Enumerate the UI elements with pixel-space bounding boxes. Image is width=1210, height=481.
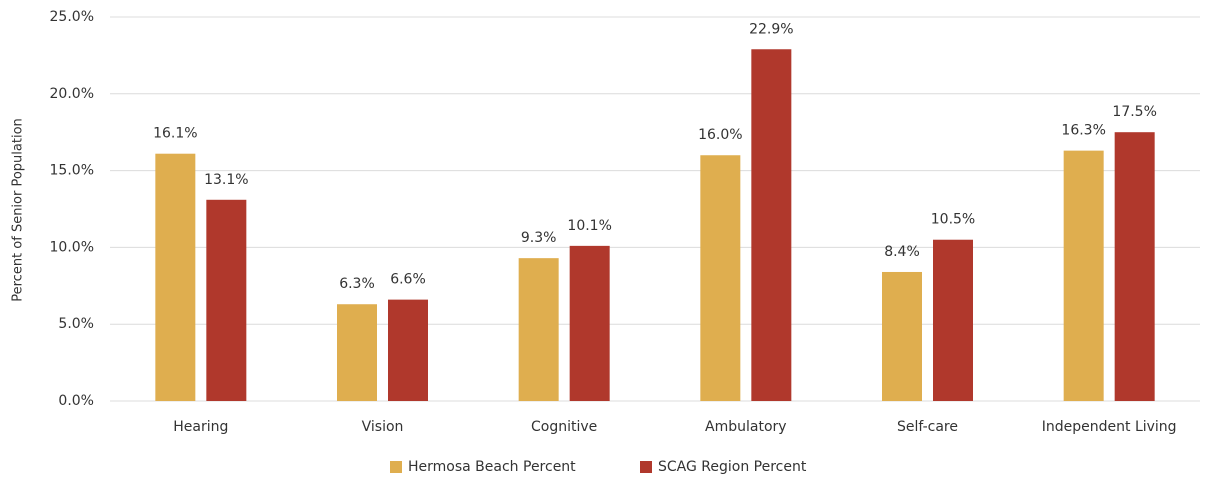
x-tick-label: Vision: [362, 419, 404, 435]
bar: [933, 239, 973, 401]
bar: [751, 49, 792, 401]
y-tick-label: 5.0%: [58, 316, 94, 332]
data-label: 17.5%: [1112, 104, 1156, 120]
legend-label: Hermosa Beach Percent: [408, 459, 576, 475]
bar: [700, 155, 741, 401]
bar: [518, 258, 559, 401]
data-label: 16.1%: [153, 126, 197, 142]
y-axis-label: Percent of Senior Population: [11, 118, 26, 302]
x-tick-label: Hearing: [173, 419, 228, 435]
bar: [155, 153, 196, 401]
bar: [569, 245, 610, 401]
bar: [882, 271, 922, 401]
legend-label: SCAG Region Percent: [658, 459, 807, 475]
legend-swatch: [640, 461, 652, 473]
bar: [337, 304, 377, 401]
bar: [206, 199, 247, 401]
data-label: 9.3%: [521, 230, 557, 246]
y-tick-label: 15.0%: [50, 163, 94, 179]
bar: [1063, 150, 1104, 401]
data-label: 10.1%: [567, 218, 611, 234]
data-label: 10.5%: [931, 212, 975, 228]
y-tick-label: 25.0%: [50, 9, 94, 25]
x-tick-label: Self-care: [897, 419, 958, 435]
data-label: 13.1%: [204, 172, 248, 188]
data-label: 22.9%: [749, 21, 793, 37]
y-tick-label: 10.0%: [50, 239, 94, 255]
data-label: 6.6%: [390, 272, 426, 288]
bar: [1114, 132, 1155, 401]
data-label: 6.3%: [339, 276, 375, 292]
x-tick-label: Independent Living: [1042, 419, 1177, 435]
y-tick-label: 0.0%: [58, 393, 94, 409]
data-label: 8.4%: [884, 244, 920, 260]
data-label: 16.3%: [1061, 123, 1105, 139]
x-tick-label: Ambulatory: [705, 419, 787, 435]
legend-swatch: [390, 461, 402, 473]
bar: [388, 299, 428, 401]
data-label: 16.0%: [698, 127, 742, 143]
x-tick-label: Cognitive: [531, 419, 597, 435]
y-tick-label: 20.0%: [50, 86, 94, 102]
